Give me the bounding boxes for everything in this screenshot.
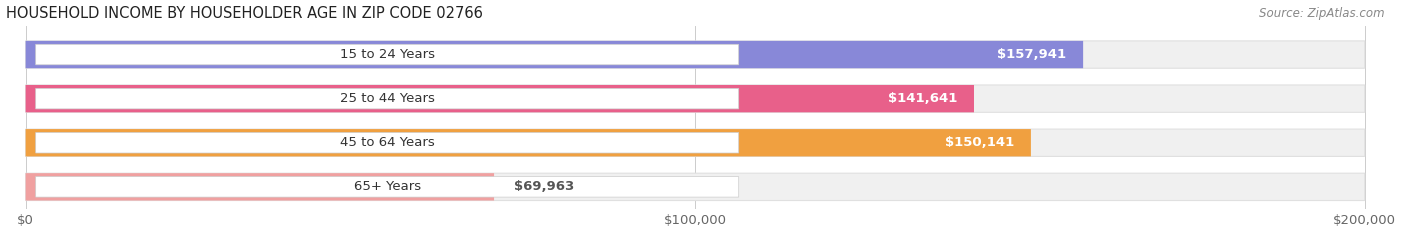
Text: 15 to 24 Years: 15 to 24 Years bbox=[340, 48, 434, 61]
FancyBboxPatch shape bbox=[25, 85, 974, 112]
FancyBboxPatch shape bbox=[25, 173, 1365, 201]
FancyBboxPatch shape bbox=[35, 133, 738, 153]
FancyBboxPatch shape bbox=[35, 88, 738, 109]
Text: 25 to 44 Years: 25 to 44 Years bbox=[340, 92, 434, 105]
Text: HOUSEHOLD INCOME BY HOUSEHOLDER AGE IN ZIP CODE 02766: HOUSEHOLD INCOME BY HOUSEHOLDER AGE IN Z… bbox=[6, 6, 482, 21]
Text: $69,963: $69,963 bbox=[515, 180, 575, 193]
FancyBboxPatch shape bbox=[25, 85, 1365, 112]
FancyBboxPatch shape bbox=[25, 129, 1365, 156]
Text: $141,641: $141,641 bbox=[887, 92, 957, 105]
Text: Source: ZipAtlas.com: Source: ZipAtlas.com bbox=[1260, 7, 1385, 20]
Text: $157,941: $157,941 bbox=[997, 48, 1066, 61]
FancyBboxPatch shape bbox=[25, 173, 494, 201]
FancyBboxPatch shape bbox=[25, 129, 1031, 156]
FancyBboxPatch shape bbox=[25, 41, 1083, 68]
Text: $150,141: $150,141 bbox=[945, 136, 1014, 149]
FancyBboxPatch shape bbox=[35, 44, 738, 65]
Text: 65+ Years: 65+ Years bbox=[354, 180, 420, 193]
Text: 45 to 64 Years: 45 to 64 Years bbox=[340, 136, 434, 149]
FancyBboxPatch shape bbox=[35, 177, 738, 197]
FancyBboxPatch shape bbox=[25, 41, 1365, 68]
